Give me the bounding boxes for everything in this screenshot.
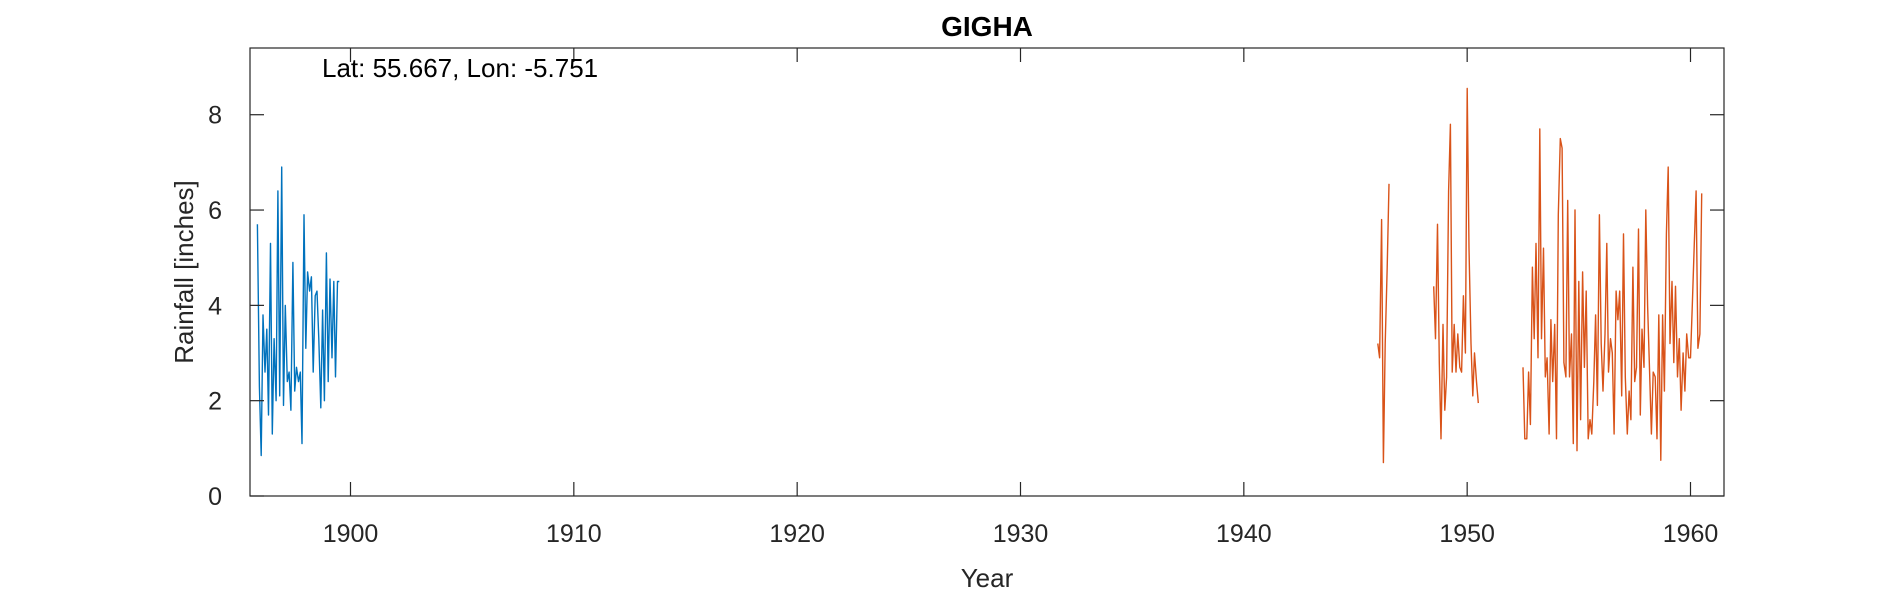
- series-layer: [256, 87, 1703, 464]
- x-tick-label-1920: 1920: [769, 520, 825, 548]
- y-tick-label-4: 4: [208, 292, 222, 320]
- y-tick-label-6: 6: [208, 197, 222, 225]
- location-annotation: Lat: 55.667, Lon: -5.751: [322, 53, 598, 83]
- y-tick-label-2: 2: [208, 388, 222, 416]
- x-tick-label-1960: 1960: [1663, 520, 1719, 548]
- series-1-segment-1-line: [256, 166, 340, 457]
- chart-title: GIGHA: [941, 11, 1033, 42]
- series-2-segment-2-line: [1433, 87, 1479, 440]
- series-2-segment-1-line: [1377, 183, 1390, 464]
- x-tick-label-1930: 1930: [993, 520, 1049, 548]
- axes-box: [249, 47, 1725, 497]
- x-axis-label: Year: [961, 563, 1014, 591]
- axes-layer: 1900 1910 1920 1930 1940 1950 1960 0 2 4 6 8: [208, 47, 1725, 548]
- x-tick-label-1910: 1910: [546, 520, 602, 548]
- y-tick-label-0: 0: [208, 483, 222, 511]
- y-axis-label: Rainfall [inches]: [169, 180, 199, 364]
- series-2-segment-3-line: [1522, 128, 1703, 461]
- y-tick-label-8: 8: [208, 102, 222, 130]
- x-tick-label-1940: 1940: [1216, 520, 1272, 548]
- x-tick-label-1900: 1900: [323, 520, 379, 548]
- plot-area: [250, 48, 1724, 496]
- x-tick-label-1950: 1950: [1439, 520, 1495, 548]
